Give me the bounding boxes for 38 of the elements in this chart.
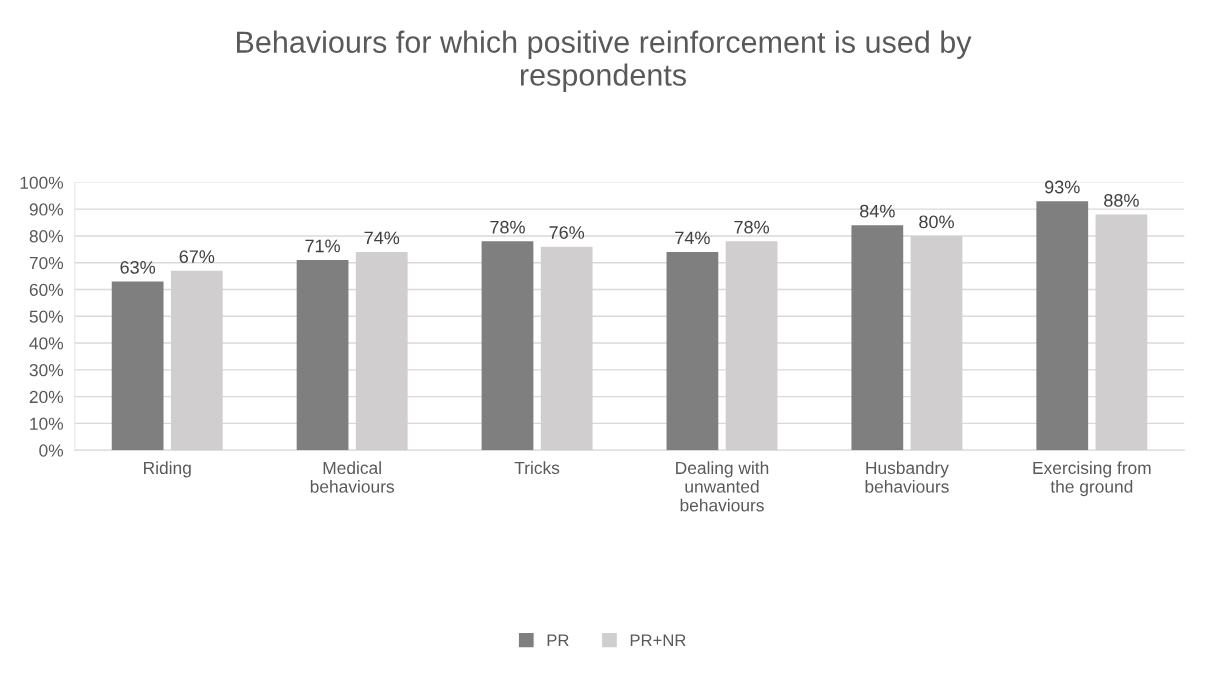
legend-label: PR+NR (630, 634, 686, 646)
data-label: 67% (179, 250, 215, 264)
data-label: 74% (364, 231, 400, 245)
y-tick-label: 30% (29, 364, 64, 377)
bar (111, 281, 164, 451)
data-label: 78% (734, 220, 770, 234)
data-label: 63% (120, 260, 156, 274)
y-tick-label: 100% (20, 176, 64, 189)
y-tick-label: 40% (29, 337, 64, 350)
bar (481, 241, 534, 451)
data-label: 78% (490, 220, 525, 234)
data-label: 84% (860, 204, 895, 218)
x-tick-label: Husbandry behaviours (865, 461, 949, 493)
x-tick-label: Medical behaviours (310, 461, 394, 493)
chart-title: Behaviours for which positive reinforcement is used by respondents (236, 30, 972, 92)
data-label: 88% (1104, 194, 1139, 207)
x-tick-label: Tricks (514, 461, 560, 475)
y-tick-label: 0% (39, 444, 64, 457)
bar (666, 252, 719, 451)
y-tick-label: 80% (29, 230, 64, 243)
bar (296, 260, 349, 451)
data-label: 71% (305, 239, 340, 253)
y-tick-label: 50% (29, 310, 64, 323)
legend-label: PR (547, 634, 569, 646)
data-label: 74% (675, 231, 710, 245)
y-tick-label: 70% (29, 256, 64, 270)
bar (1036, 201, 1089, 451)
data-label: 76% (549, 226, 585, 239)
bar (851, 225, 904, 451)
y-tick-label: 20% (29, 390, 64, 404)
y-tick-label: 90% (29, 203, 64, 216)
y-tick-label: 10% (30, 417, 64, 430)
data-label: 93% (1045, 180, 1080, 194)
x-tick-label: Dealing with unwanted behaviours (676, 461, 769, 512)
y-tick-label: 60% (29, 283, 64, 296)
data-label: 80% (919, 215, 954, 229)
x-tick-label: Exercising from the ground (1033, 461, 1151, 497)
x-tick-label: Riding (144, 461, 191, 478)
